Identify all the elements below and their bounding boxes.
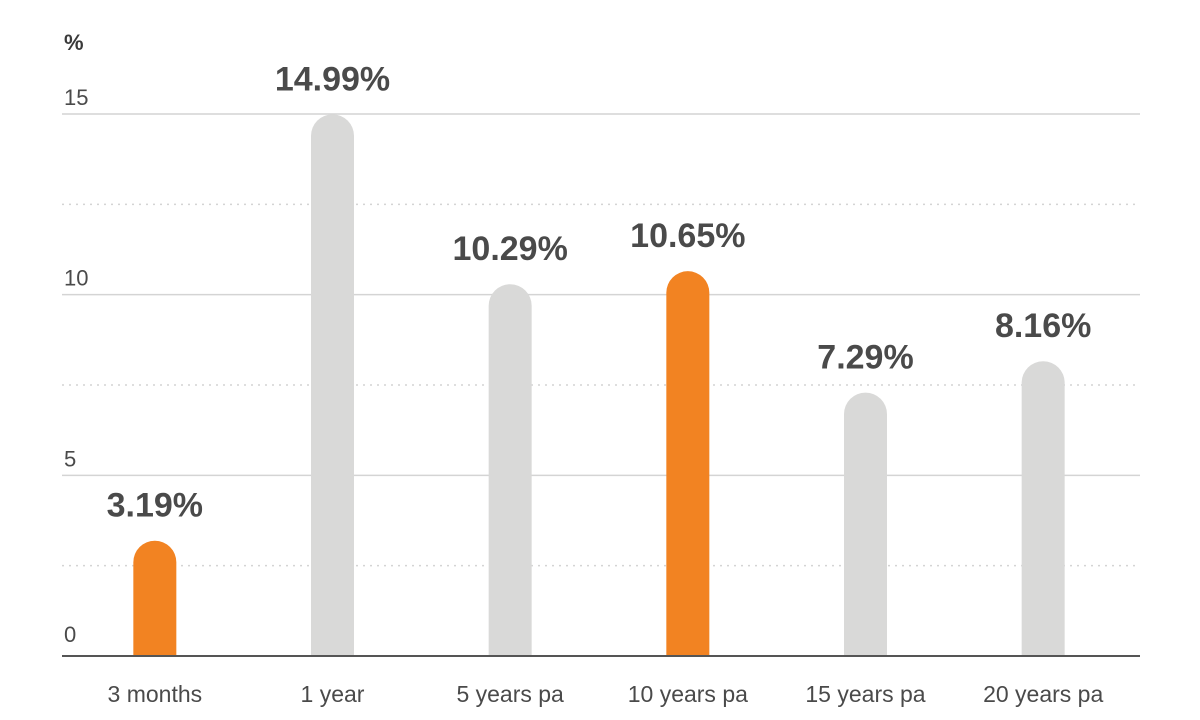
bar [133, 540, 177, 656]
x-tick-label: 1 year [301, 681, 365, 707]
bar [488, 284, 532, 656]
bar-value-label: 14.99% [275, 60, 390, 98]
x-tick-label: 10 years pa [628, 681, 748, 707]
value-labels: 3.19% 14.99% 10.29% 10.65% 7.29% 8.16% [107, 60, 1092, 524]
bar-value-label: 10.29% [453, 230, 568, 268]
bar [1021, 361, 1065, 656]
gridlines [62, 113, 1140, 567]
x-tick-label: 20 years pa [983, 681, 1103, 707]
y-axis-unit: % [64, 30, 84, 55]
y-axis-ticks: 0 5 10 15 [64, 85, 88, 647]
y-tick-label: 15 [64, 85, 88, 110]
bar [311, 114, 354, 656]
bar-value-label: 3.19% [107, 487, 203, 525]
bar-value-label: 8.16% [995, 307, 1091, 345]
x-axis-labels: 3 months 1 year 5 years pa 10 years pa 15 ye… [108, 681, 1104, 707]
bar [844, 392, 887, 656]
x-tick-label: 3 months [108, 681, 203, 707]
bar-value-label: 10.65% [630, 217, 745, 255]
y-tick-label: 0 [64, 622, 76, 647]
bar [666, 271, 710, 656]
x-tick-label: 15 years pa [805, 681, 925, 707]
y-tick-label: 10 [64, 266, 88, 291]
bar-value-label: 7.29% [817, 339, 913, 377]
y-tick-label: 5 [64, 446, 76, 471]
bars [133, 114, 1065, 656]
x-tick-label: 5 years pa [456, 681, 564, 707]
